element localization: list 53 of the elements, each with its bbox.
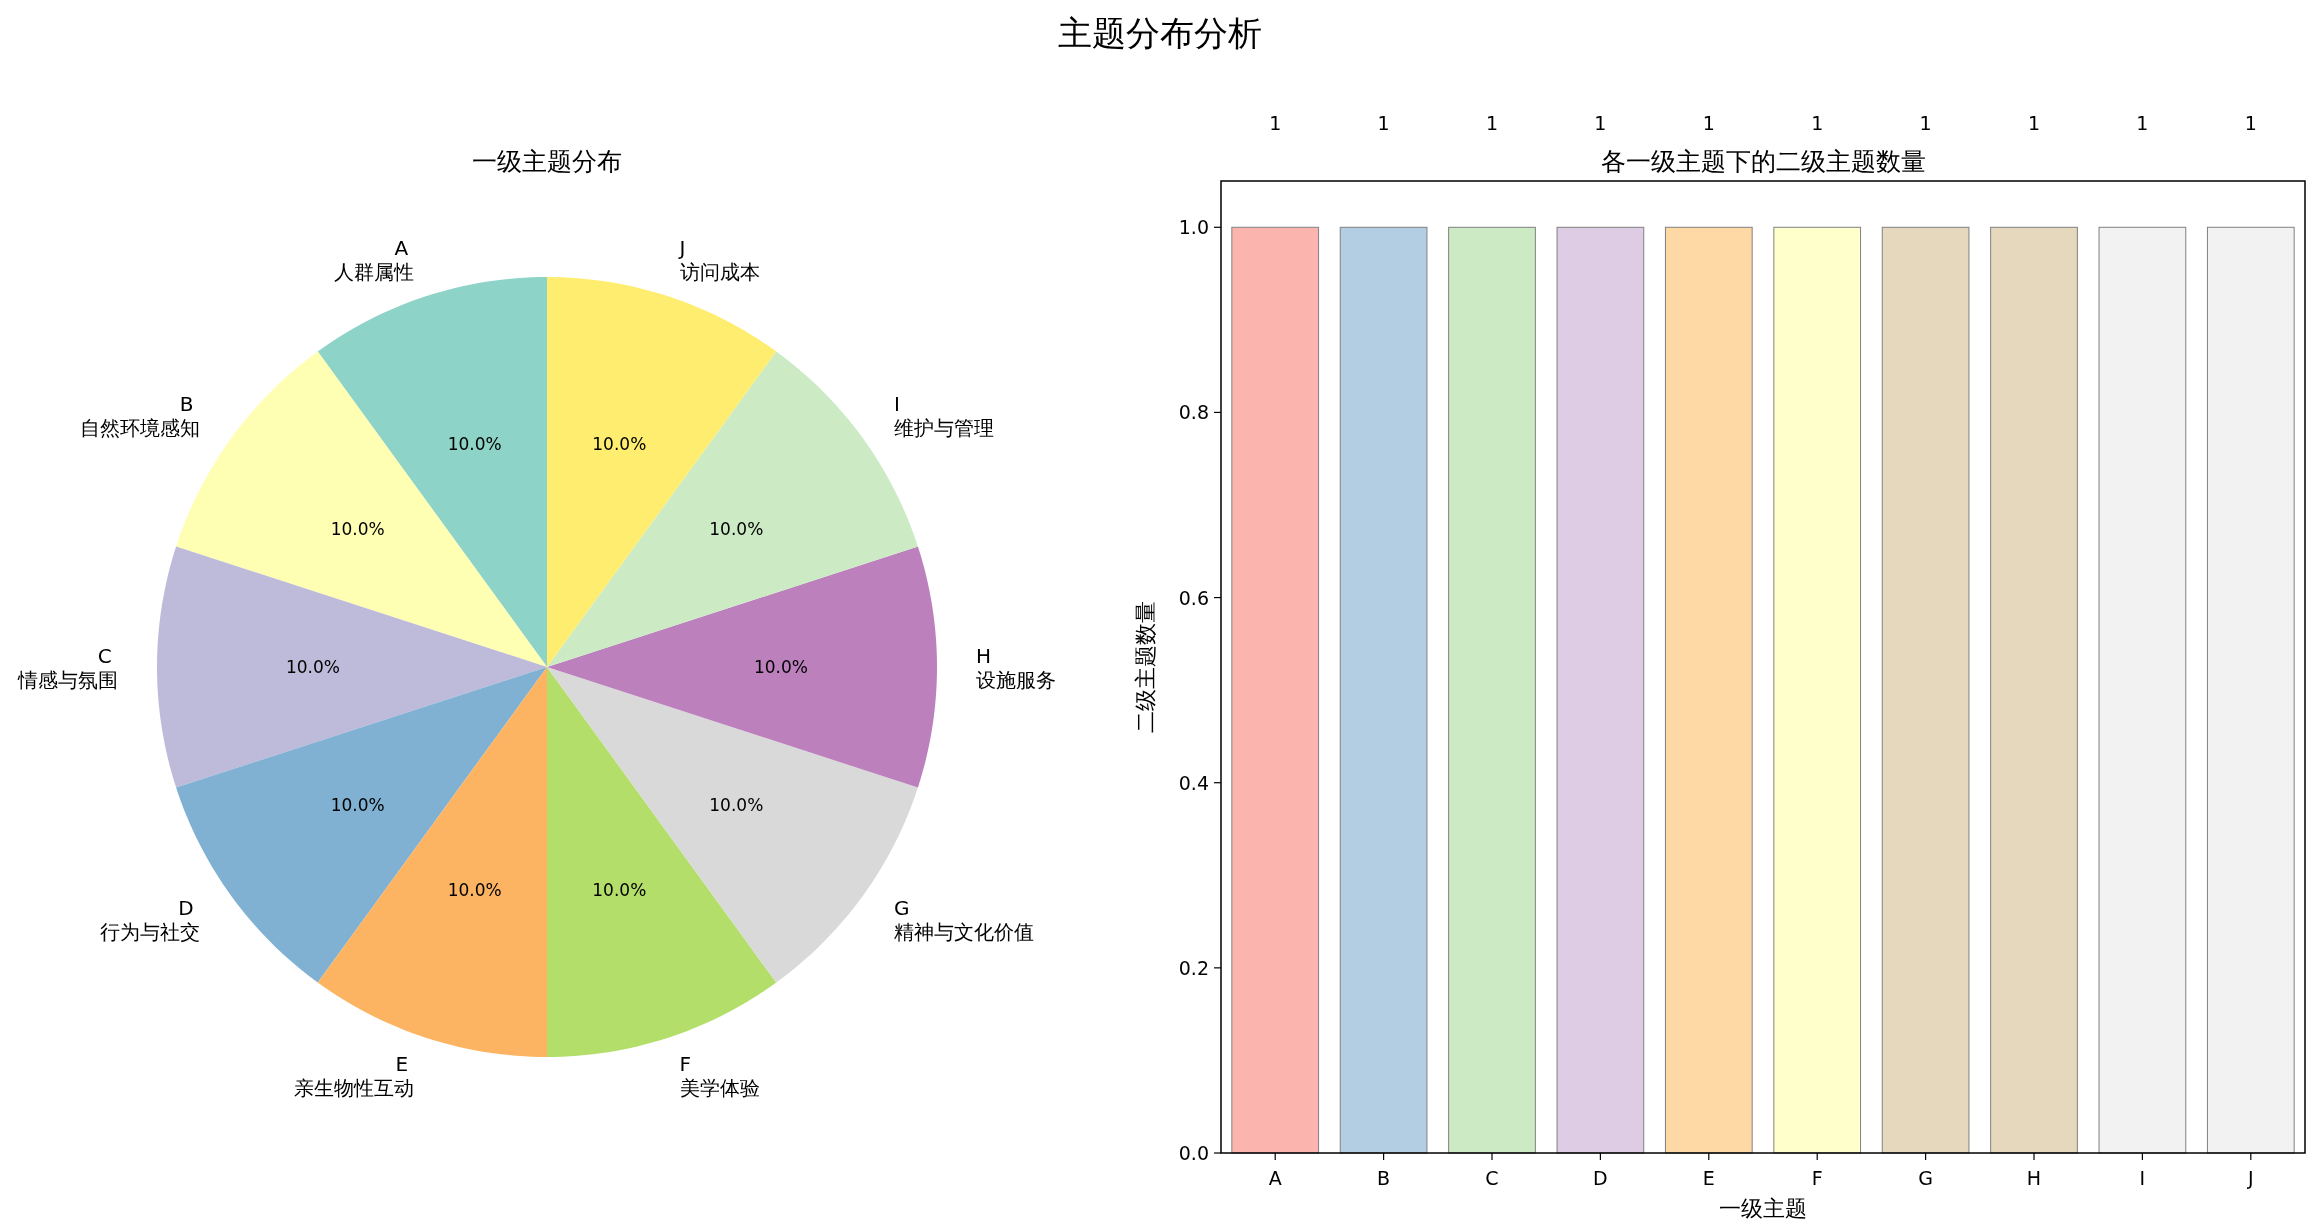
y-tick-label: 0.6 [1178, 586, 1209, 609]
y-tick-label: 0.4 [1178, 771, 1209, 794]
text: 主题分布分析 [1058, 13, 1262, 53]
x-tick-label: D [1593, 1167, 1608, 1189]
data-label: 10.0% [447, 434, 502, 455]
y-tick-label: 1.0 [1178, 216, 1209, 239]
data-label: 1 [2136, 112, 2149, 134]
x-tick-label: I [2139, 1167, 2146, 1189]
slice-label: E 亲生物性互动 [294, 1052, 415, 1100]
y-tick-label: 0.0 [1178, 1142, 1209, 1164]
chart-title: 一级主题分布 [472, 147, 622, 176]
data-label: 1 [1485, 112, 1499, 134]
x-axis-title: 一级主题 [1719, 1196, 1807, 1221]
data-label: 10.0% [592, 434, 647, 455]
x-tick-label: C [1485, 1167, 1499, 1189]
data-label: 1 [1269, 112, 1282, 134]
slice-label: H 设施服务 [976, 644, 1056, 692]
data-label: 1 [1919, 112, 1932, 134]
y-tick-label: 0.2 [1178, 956, 1209, 979]
slice-label: J 访问成本 [677, 236, 760, 284]
data-label: 1 [1594, 112, 1607, 134]
data-label: 10.0% [330, 794, 385, 815]
slice-label: G 精神与文化价值 [894, 896, 1035, 945]
data-label: 1 [1811, 112, 1824, 134]
slice-label: A 人群属性 [334, 236, 415, 284]
x-tick-label: F [1811, 1167, 1823, 1189]
data-label: 10.0% [285, 657, 341, 677]
x-tick-label: J [2247, 1167, 2254, 1189]
chart-title: 各一级主题下的二级主题数量 [1600, 147, 1926, 176]
slice-label: I 维护与管理 [894, 391, 995, 440]
data-label: 1 [2027, 112, 2041, 134]
pie-slice [547, 546, 937, 788]
data-label: 10.0% [592, 879, 647, 900]
slice-label: C 情感与氛围 [17, 644, 118, 692]
data-label: 10.0% [709, 519, 764, 540]
x-tick-label: G [1918, 1167, 1933, 1189]
data-label: 10.0% [753, 657, 809, 677]
y-tick-label: 0.8 [1178, 401, 1209, 424]
x-tick-label: A [1268, 1167, 1282, 1189]
pie-slice [157, 546, 547, 788]
data-label: 1 [1377, 112, 1390, 134]
data-label: 10.0% [330, 519, 385, 540]
slice-label: D 行为与社交 [99, 896, 200, 945]
y-axis-title: 二级主题数量 [1133, 601, 1158, 733]
x-tick-label: H [2026, 1167, 2042, 1189]
data-label: 1 [2244, 112, 2257, 134]
data-label: 10.0% [709, 794, 764, 815]
x-tick-label: B [1377, 1167, 1391, 1189]
data-label: 10.0% [447, 879, 502, 900]
slice-label: B 自然环境感知 [79, 391, 200, 440]
x-tick-label: E [1702, 1167, 1715, 1189]
slice-label: F 美学体验 [679, 1052, 760, 1100]
data-label: 1 [1702, 112, 1715, 134]
